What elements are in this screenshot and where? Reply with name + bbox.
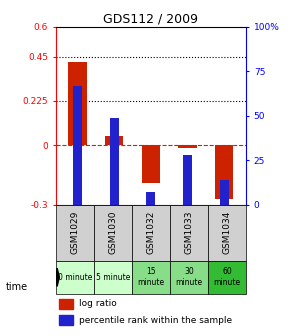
Text: 30
minute: 30 minute — [176, 267, 202, 287]
Text: log ratio: log ratio — [79, 299, 116, 308]
Title: GDS112 / 2009: GDS112 / 2009 — [103, 13, 198, 26]
Bar — [69, 62, 87, 145]
Bar — [132, 205, 170, 261]
Text: GSM1029: GSM1029 — [70, 211, 79, 254]
Text: 5 minute: 5 minute — [96, 273, 130, 282]
Bar — [59, 299, 73, 309]
Bar — [219, 180, 229, 205]
Text: GSM1033: GSM1033 — [185, 211, 193, 254]
FancyArrow shape — [56, 268, 59, 286]
Bar — [183, 155, 192, 205]
Bar — [110, 118, 119, 205]
Text: 15
minute: 15 minute — [137, 267, 164, 287]
Bar — [132, 261, 170, 294]
Bar — [59, 315, 73, 325]
Bar — [208, 205, 246, 261]
Bar — [142, 145, 160, 183]
Bar — [56, 205, 94, 261]
Bar — [105, 136, 123, 145]
Bar — [178, 145, 197, 149]
Bar — [215, 145, 233, 199]
Text: 60
minute: 60 minute — [214, 267, 241, 287]
Bar — [94, 205, 132, 261]
Bar — [170, 261, 208, 294]
Text: percentile rank within the sample: percentile rank within the sample — [79, 316, 232, 325]
Text: GSM1032: GSM1032 — [146, 211, 155, 254]
Bar — [208, 261, 246, 294]
Bar — [170, 205, 208, 261]
Bar — [73, 86, 82, 205]
Text: GSM1030: GSM1030 — [108, 211, 117, 254]
Text: GSM1034: GSM1034 — [223, 211, 231, 254]
Bar — [56, 261, 94, 294]
Text: 0 minute: 0 minute — [57, 273, 92, 282]
Bar — [146, 192, 156, 205]
Bar — [94, 261, 132, 294]
Text: time: time — [6, 282, 28, 292]
